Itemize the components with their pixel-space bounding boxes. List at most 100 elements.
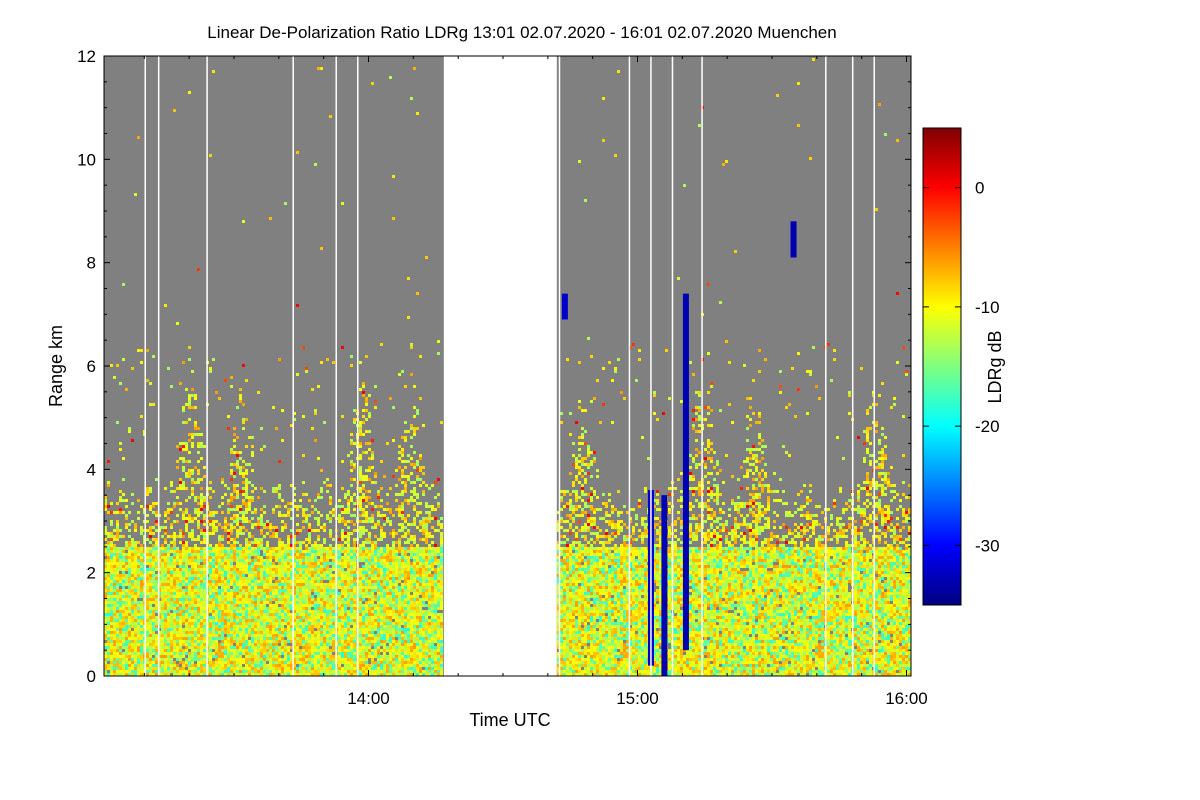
ldr-cell bbox=[131, 646, 134, 649]
ldr-cell bbox=[257, 589, 260, 592]
ldr-cell bbox=[209, 634, 212, 637]
ldr-cell bbox=[185, 517, 188, 520]
ldr-cell bbox=[218, 397, 221, 400]
ldr-cell bbox=[227, 574, 230, 577]
ldr-cell bbox=[281, 559, 284, 562]
ldr-cell bbox=[128, 637, 131, 640]
ldr-cell bbox=[296, 601, 299, 604]
ldr-cell bbox=[215, 559, 218, 562]
ldr-cell bbox=[347, 592, 350, 595]
ldr-cell bbox=[221, 604, 224, 607]
ldr-cell bbox=[269, 547, 272, 550]
ldr-cell bbox=[317, 553, 320, 556]
ldr-cell bbox=[317, 670, 320, 673]
ldr-cell bbox=[164, 637, 167, 640]
ldr-cell bbox=[380, 535, 383, 538]
ldr-cell bbox=[326, 568, 329, 571]
ldr-cell bbox=[110, 586, 113, 589]
ldr-cell bbox=[110, 580, 113, 583]
ldr-cell bbox=[287, 670, 290, 673]
ldr-cell bbox=[134, 553, 137, 556]
ldr-cell bbox=[284, 634, 287, 637]
ldr-cell bbox=[302, 577, 305, 580]
ldr-cell bbox=[365, 397, 368, 400]
ldr-cell bbox=[311, 529, 314, 532]
ldr-cell bbox=[350, 451, 353, 454]
ldr-cell bbox=[155, 511, 158, 514]
ldr-cell bbox=[116, 661, 119, 664]
ldr-cell bbox=[365, 673, 368, 676]
ldr-cell bbox=[152, 619, 155, 622]
ldr-cell bbox=[272, 646, 275, 649]
ldr-cell bbox=[149, 655, 152, 658]
ldr-cell bbox=[344, 655, 347, 658]
ldr-cell bbox=[131, 619, 134, 622]
ldr-cell bbox=[338, 661, 341, 664]
ldr-cell bbox=[278, 586, 281, 589]
ldr-cell bbox=[188, 562, 191, 565]
ldr-cell bbox=[383, 664, 386, 667]
ldr-cell bbox=[284, 670, 287, 673]
ldr-cell bbox=[359, 559, 362, 562]
ldr-cell bbox=[167, 634, 170, 637]
ldr-cell bbox=[155, 619, 158, 622]
ldr-cell bbox=[146, 670, 149, 673]
ldr-cell bbox=[197, 565, 200, 568]
ldr-cell bbox=[350, 655, 353, 658]
ldr-cell bbox=[362, 394, 365, 397]
ldr-cell bbox=[146, 349, 149, 352]
ldr-cell bbox=[353, 655, 356, 658]
ldr-cell bbox=[137, 499, 140, 502]
ldr-cell bbox=[182, 664, 185, 667]
ldr-cell bbox=[113, 652, 116, 655]
ldr-cell bbox=[338, 577, 341, 580]
ldr-cell bbox=[374, 616, 377, 619]
ldr-cell bbox=[113, 640, 116, 643]
ldr-cell bbox=[293, 610, 296, 613]
ldr-cell bbox=[161, 556, 164, 559]
ldr-cell bbox=[146, 652, 149, 655]
ldr-cell bbox=[248, 667, 251, 670]
ldr-cell bbox=[176, 577, 179, 580]
ldr-cell bbox=[260, 580, 263, 583]
ldr-cell bbox=[218, 613, 221, 616]
ldr-cell bbox=[140, 553, 143, 556]
ldr-cell bbox=[164, 646, 167, 649]
ldr-cell bbox=[233, 547, 236, 550]
ldr-cell bbox=[281, 565, 284, 568]
ldr-cell bbox=[353, 538, 356, 541]
ldr-cell bbox=[377, 664, 380, 667]
ldr-cell bbox=[338, 547, 341, 550]
ldr-cell bbox=[131, 607, 134, 610]
ldr-cell bbox=[365, 517, 368, 520]
ldr-cell bbox=[209, 637, 212, 640]
ldr-cell bbox=[338, 631, 341, 634]
ldr-cell bbox=[296, 592, 299, 595]
ldr-cell bbox=[116, 652, 119, 655]
ldr-cell bbox=[362, 628, 365, 631]
ldr-cell bbox=[194, 553, 197, 556]
ldr-cell bbox=[113, 667, 116, 670]
ldr-cell bbox=[371, 565, 374, 568]
ldr-cell bbox=[110, 619, 113, 622]
ldr-cell bbox=[164, 670, 167, 673]
ldr-cell bbox=[152, 592, 155, 595]
ldr-cell bbox=[290, 583, 293, 586]
ldr-cell bbox=[311, 505, 314, 508]
ldr-cell bbox=[116, 589, 119, 592]
ldr-cell bbox=[161, 652, 164, 655]
ldr-cell bbox=[302, 346, 305, 349]
ldr-cell bbox=[155, 580, 158, 583]
ldr-cell bbox=[365, 649, 368, 652]
ldr-cell bbox=[122, 670, 125, 673]
ldr-cell bbox=[191, 436, 194, 439]
ldr-cell bbox=[170, 535, 173, 538]
ldr-cell bbox=[281, 601, 284, 604]
ldr-cell bbox=[263, 628, 266, 631]
ldr-cell bbox=[323, 583, 326, 586]
ldr-cell bbox=[299, 664, 302, 667]
ldr-cell bbox=[317, 457, 320, 460]
ldr-cell bbox=[251, 547, 254, 550]
ldr-cell bbox=[323, 541, 326, 544]
ldr-cell bbox=[176, 673, 179, 676]
